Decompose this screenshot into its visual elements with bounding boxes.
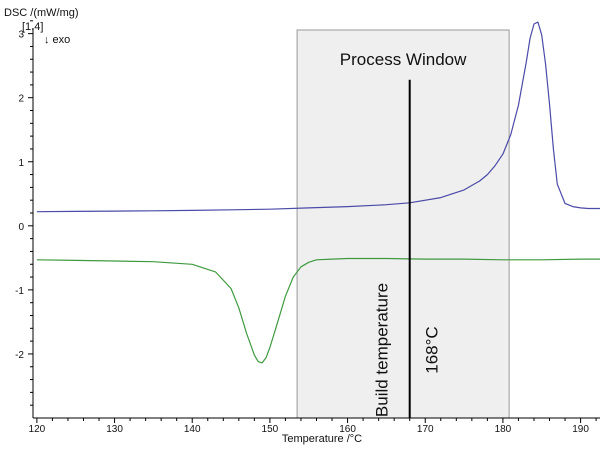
y-tick-label: 1 [18,158,24,169]
x-tick-label: 150 [262,424,279,435]
exo-direction-label: ↓ exo [44,34,70,46]
x-tick-label: 160 [339,424,356,435]
y-tick-label: -1 [15,286,24,297]
series-line-2 [36,257,600,364]
process-window-layer: Process Window [296,29,510,419]
process-window-region [296,29,510,419]
build-temperature-label: Build temperature [373,283,392,417]
series-layer [36,21,600,364]
process-window-label: Process Window [340,50,467,69]
x-tick-label: 140 [184,424,201,435]
build-temperature-layer: Build temperature 168°C [373,79,442,418]
y-tick-label: -2 [15,350,24,361]
x-tick-label: 170 [417,424,434,435]
y-axis-ticks: 3 2 1 0 -1 -2 [15,20,33,406]
y-tick-label: 3 [18,30,24,41]
x-tick-label: 180 [495,424,512,435]
x-tick-label: 120 [29,424,46,435]
x-axis-title: Temperature /°C [282,433,362,445]
y-axis-title: DSC /(mW/mg) [4,7,79,19]
axes-layer: 120 130 140 150 160 170 180 190 3 2 1 0 -1 -2 [15,20,600,435]
x-axis-ticks: 120 130 140 150 160 170 180 190 [29,418,597,435]
series-line-1 [36,21,600,213]
y-tick-label: 0 [18,222,24,233]
y-tick-label: 2 [18,94,24,105]
y-axis-scale-note: [1.4] [22,21,43,33]
build-temperature-value: 168°C [423,326,442,373]
x-tick-label: 130 [106,424,123,435]
x-tick-label: 190 [572,424,589,435]
